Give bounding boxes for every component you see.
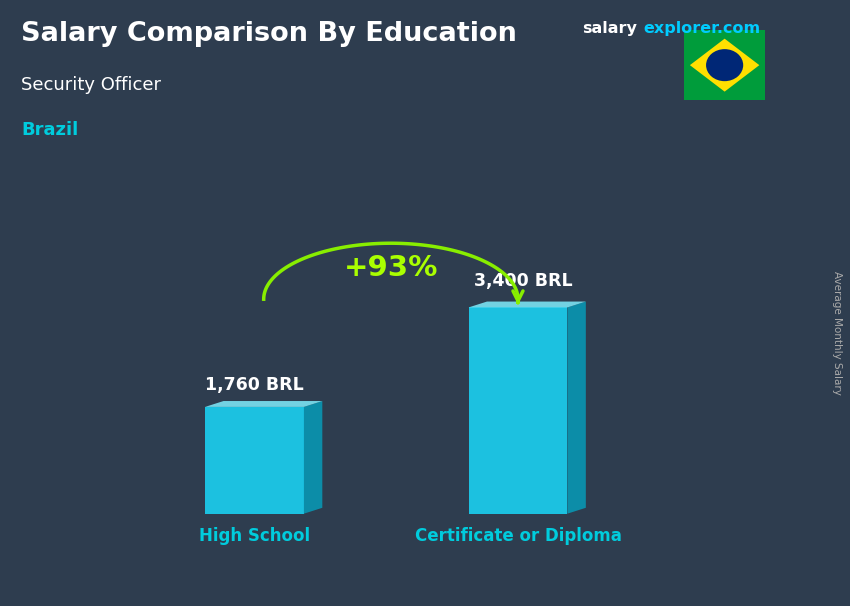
Text: Certificate or Diploma: Certificate or Diploma	[415, 527, 621, 545]
Text: +93%: +93%	[343, 255, 438, 282]
Polygon shape	[468, 302, 586, 307]
Text: High School: High School	[199, 527, 310, 545]
Polygon shape	[205, 407, 304, 514]
Text: 3,400 BRL: 3,400 BRL	[474, 272, 573, 290]
Polygon shape	[205, 401, 322, 407]
Polygon shape	[304, 401, 322, 514]
Text: explorer.com: explorer.com	[643, 21, 761, 36]
Text: Salary Comparison By Education: Salary Comparison By Education	[21, 21, 517, 47]
Text: Average Monthly Salary: Average Monthly Salary	[832, 271, 842, 395]
Polygon shape	[468, 307, 568, 514]
Text: Brazil: Brazil	[21, 121, 78, 139]
Polygon shape	[690, 39, 759, 92]
Polygon shape	[568, 302, 586, 514]
Text: salary: salary	[582, 21, 638, 36]
Circle shape	[706, 49, 743, 81]
Text: Security Officer: Security Officer	[21, 76, 162, 94]
Text: 1,760 BRL: 1,760 BRL	[205, 376, 303, 394]
